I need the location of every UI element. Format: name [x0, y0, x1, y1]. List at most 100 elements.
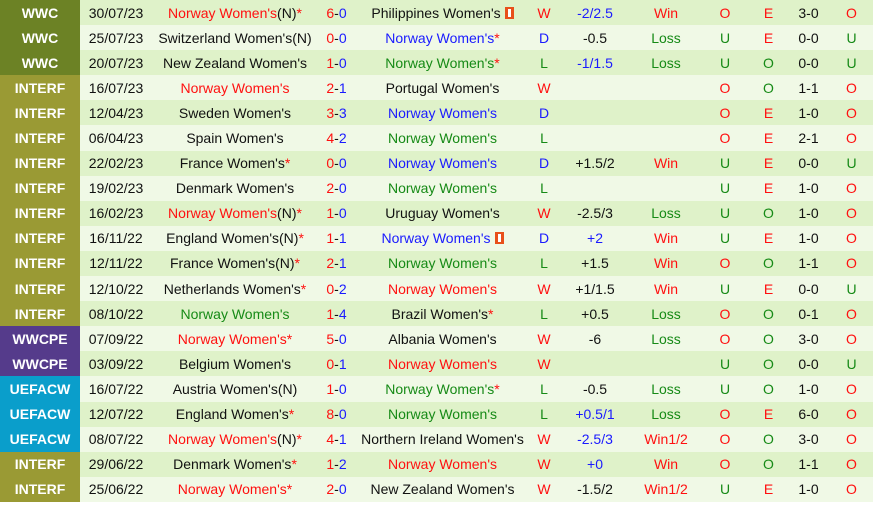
team-name[interactable]: Norway Women's — [388, 355, 497, 372]
score[interactable]: 5-0 — [318, 326, 355, 352]
score-separator: - — [334, 456, 339, 473]
team-name[interactable]: Norway Women's — [168, 4, 278, 21]
team-name[interactable]: Uruguay Women's — [385, 205, 500, 222]
league-badge[interactable]: INTERF — [0, 75, 80, 101]
table-row: INTERF 29/06/22 Denmark Women's* 1-2 Nor… — [0, 451, 873, 477]
team-name[interactable]: Norway Women's — [168, 431, 278, 448]
team-name[interactable]: England Women's — [175, 406, 289, 423]
team-name[interactable]: Norway Women's — [385, 380, 495, 397]
match-date: 12/11/22 — [80, 250, 152, 277]
team-name[interactable]: Netherlands Women's — [163, 280, 301, 297]
handicap-result: Loss — [632, 326, 700, 352]
league-badge[interactable]: INTERF — [0, 175, 80, 201]
team-name[interactable]: Spain Women's — [186, 130, 284, 147]
team-name[interactable]: Norway Women's — [180, 305, 290, 322]
league-badge[interactable]: INTERF — [0, 276, 80, 302]
handicap: +0 — [558, 451, 632, 477]
league-badge[interactable]: INTERF — [0, 100, 80, 126]
home-goals: 1 — [326, 305, 335, 322]
match-date: 30/07/23 — [80, 0, 152, 26]
league-badge[interactable]: INTERF — [0, 150, 80, 176]
team-name[interactable]: Denmark Women's — [175, 180, 295, 197]
team-name[interactable]: Norway Women's — [168, 205, 278, 222]
team-name[interactable]: Norway Women's — [388, 406, 497, 423]
team-name[interactable]: Norway Women's — [388, 130, 497, 147]
score[interactable]: 8-0 — [318, 401, 355, 427]
score[interactable]: 4-1 — [318, 426, 355, 452]
league-badge[interactable]: WWC — [0, 0, 80, 26]
half-time-score: 1-0 — [787, 376, 830, 402]
league-badge[interactable]: WWC — [0, 25, 80, 51]
team-name[interactable]: France Women's — [169, 255, 276, 272]
score[interactable]: 3-3 — [318, 100, 355, 126]
team-name[interactable]: Norway Women's — [381, 230, 491, 247]
score[interactable]: 2-1 — [318, 250, 355, 277]
team-name[interactable]: Philippines Women's — [371, 4, 501, 21]
league-badge[interactable]: INTERF — [0, 451, 80, 477]
score[interactable]: 0-0 — [318, 25, 355, 51]
score[interactable]: 1-2 — [318, 451, 355, 477]
table-row: INTERF 08/10/22 Norway Women's 1-4 Brazi… — [0, 301, 873, 327]
league-badge[interactable]: INTERF — [0, 476, 80, 502]
league-badge[interactable]: INTERF — [0, 225, 80, 251]
home-goals: 2 — [326, 481, 335, 498]
team-name[interactable]: England Women's — [166, 230, 280, 247]
league-badge[interactable]: UEFACW — [0, 426, 80, 452]
league-badge[interactable]: INTERF — [0, 250, 80, 277]
team-name[interactable]: Austria Women's — [172, 380, 278, 397]
league-badge[interactable]: INTERF — [0, 125, 80, 151]
score[interactable]: 1-0 — [318, 376, 355, 402]
team-name[interactable]: Brazil Women's — [391, 305, 489, 322]
team-name[interactable]: Norway Women's — [388, 255, 497, 272]
league-badge[interactable]: WWCPE — [0, 351, 80, 377]
score[interactable]: 1-0 — [318, 200, 355, 226]
away-team: Norway Women's — [355, 250, 530, 277]
league-badge[interactable]: WWCPE — [0, 326, 80, 352]
score[interactable]: 1-0 — [318, 50, 355, 76]
score[interactable]: 2-0 — [318, 175, 355, 201]
odd-even: E — [750, 100, 787, 126]
score[interactable]: 1-1 — [318, 225, 355, 251]
team-name[interactable]: Norway Women's — [385, 29, 495, 46]
team-name[interactable]: Switzerland Women's — [158, 29, 293, 46]
team-name[interactable]: Norway Women's — [388, 155, 497, 172]
score-separator: - — [334, 230, 339, 247]
league-badge[interactable]: INTERF — [0, 301, 80, 327]
score-separator: - — [334, 4, 339, 21]
team-name[interactable]: Portugal Women's — [385, 79, 500, 96]
away-team: Norway Women's — [355, 351, 530, 377]
score[interactable]: 6-0 — [318, 0, 355, 26]
home-team: Denmark Women's* — [152, 451, 318, 477]
team-name[interactable]: Norway Women's — [385, 54, 495, 71]
handicap-result: Win — [632, 150, 700, 176]
team-name[interactable]: Norway Women's — [388, 104, 497, 121]
score[interactable]: 1-4 — [318, 301, 355, 327]
over-under: O — [700, 401, 750, 427]
team-name[interactable]: Norway Women's — [388, 456, 497, 473]
team-name[interactable]: Norway Women's — [177, 330, 287, 347]
league-badge[interactable]: UEFACW — [0, 376, 80, 402]
team-name[interactable]: Norway Women's — [180, 79, 290, 96]
team-name[interactable]: France Women's — [179, 155, 285, 172]
team-name[interactable]: Sweden Women's — [178, 104, 292, 121]
score[interactable]: 0-0 — [318, 150, 355, 176]
score[interactable]: 0-1 — [318, 351, 355, 377]
team-name[interactable]: Norway Women's — [388, 180, 497, 197]
team-name[interactable]: Denmark Women's — [173, 456, 292, 473]
team-name[interactable]: Albania Women's — [388, 330, 497, 347]
team-name[interactable]: Northern Ireland Women's — [361, 431, 524, 448]
team-name[interactable]: Norway Women's — [388, 280, 497, 297]
score[interactable]: 2-1 — [318, 75, 355, 101]
score[interactable]: 2-0 — [318, 476, 355, 502]
league-badge[interactable]: WWC — [0, 50, 80, 76]
score[interactable]: 4-2 — [318, 125, 355, 151]
team-name[interactable]: Belgium Women's — [178, 355, 292, 372]
team-name[interactable]: New Zealand Women's — [162, 54, 308, 71]
table-row: UEFACW 16/07/22 Austria Women's(N) 1-0 N… — [0, 376, 873, 402]
league-badge[interactable]: INTERF — [0, 200, 80, 226]
score[interactable]: 0-2 — [318, 276, 355, 302]
league-badge[interactable]: UEFACW — [0, 401, 80, 427]
team-name[interactable]: Norway Women's — [177, 481, 287, 498]
over-under: U — [700, 476, 750, 502]
team-name[interactable]: New Zealand Women's — [370, 481, 515, 498]
